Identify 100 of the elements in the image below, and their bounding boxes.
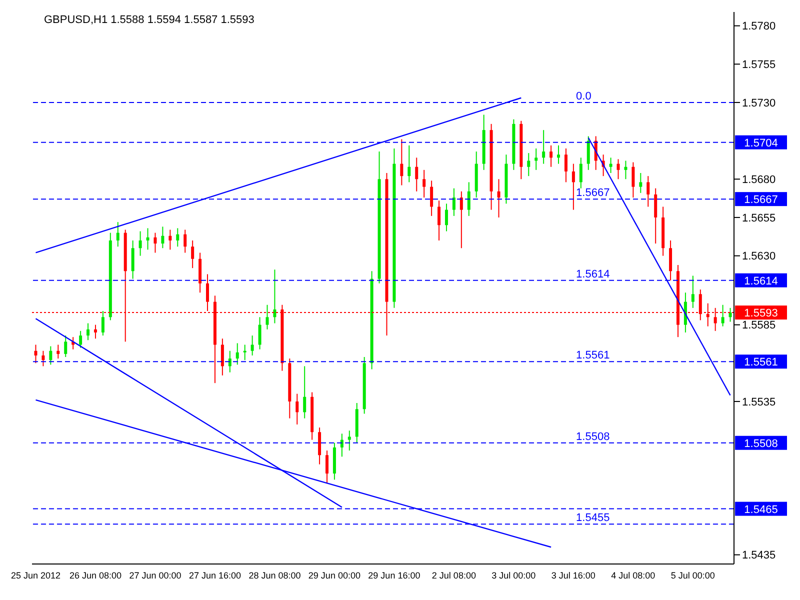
candlestick — [243, 344, 246, 361]
annotation: 1.5455 — [576, 512, 610, 524]
candlestick — [408, 144, 411, 183]
candlestick — [101, 310, 104, 336]
x-tick-label: 2 Jul 08:00 — [432, 570, 476, 580]
candlestick — [273, 269, 276, 324]
candlestick — [721, 304, 724, 327]
candlestick — [632, 162, 635, 198]
candlestick — [624, 160, 628, 180]
ref-line-label: 1.5614 — [744, 275, 778, 288]
candlestick — [79, 330, 82, 348]
x-tick-label: 3 Jul 16:00 — [551, 570, 596, 580]
ref-line-label: 1.5508 — [744, 438, 778, 450]
candlestick — [161, 226, 164, 249]
candlestick — [191, 240, 194, 269]
candlestick — [422, 169, 426, 198]
x-tick-label: 3 Jul 00:00 — [492, 570, 536, 580]
candlestick — [94, 324, 97, 340]
ref-line-label: 1.5561 — [744, 356, 778, 369]
candlestick — [400, 138, 404, 186]
candlestick — [669, 240, 672, 281]
y-tick-label: 1.5730 — [742, 97, 776, 110]
ref-line-label: 1.5465 — [744, 504, 778, 516]
candlestick — [184, 229, 187, 254]
candlestick — [220, 338, 224, 376]
annotation: 0.0 — [576, 90, 592, 102]
x-tick-label: 5 Jul 00:00 — [670, 570, 715, 580]
candlestick — [646, 176, 650, 208]
x-tick-label: 27 Jun 00:00 — [129, 570, 182, 580]
candlestick — [616, 158, 620, 180]
ref-line-label: 1.5704 — [744, 137, 778, 150]
candlestick — [452, 188, 456, 216]
candlestick — [325, 450, 328, 484]
candlestick — [206, 274, 210, 312]
candlestick — [64, 335, 68, 358]
candlestick — [542, 130, 546, 164]
candlestick — [430, 180, 434, 216]
candlestick — [460, 190, 463, 249]
candlestick — [258, 316, 262, 350]
y-tick-label: 1.5585 — [742, 320, 776, 332]
candlestick — [497, 178, 500, 218]
candlestick — [146, 228, 150, 250]
candlestick — [527, 152, 530, 177]
y-tick-label: 1.5630 — [742, 250, 776, 263]
candlestick — [572, 163, 575, 210]
candlestick — [609, 157, 612, 174]
y-tick-label: 1.5535 — [742, 396, 776, 408]
candlestick — [42, 350, 45, 367]
annotation: 1.5508 — [576, 430, 610, 443]
candlestick — [236, 342, 239, 366]
x-tick-label: 28 Jun 08:00 — [248, 570, 301, 580]
candlestick — [168, 229, 172, 250]
candlestick — [266, 304, 269, 330]
x-tick-label: 29 Jun 16:00 — [368, 570, 420, 580]
candlestick — [564, 148, 568, 183]
chart-title: GBPUSD,H1 1.5588 1.5594 1.5587 1.5593 — [44, 14, 254, 26]
candlestick — [318, 427, 322, 465]
ref-line-label: 1.5593 — [744, 308, 778, 320]
x-tick-label: 27 Jun 16:00 — [188, 570, 241, 580]
candlestick — [116, 222, 120, 248]
candlestick — [586, 136, 590, 170]
y-tick-label: 1.5655 — [742, 212, 776, 224]
candlestick — [467, 182, 470, 216]
candlestick — [348, 430, 351, 452]
candlestick — [340, 433, 344, 458]
candlestick — [228, 350, 232, 373]
candlestick — [131, 240, 134, 280]
candlestick — [691, 275, 694, 308]
x-tick-label: 25 Jun 2012 — [10, 570, 61, 580]
candlestick — [176, 228, 180, 248]
candlestick — [579, 157, 582, 189]
candlestick — [415, 157, 418, 192]
candlestick — [250, 335, 254, 356]
candlestick — [86, 322, 90, 341]
x-tick-label: 4 Jul 08:00 — [611, 570, 656, 580]
candlestick — [154, 232, 157, 254]
annotation: 1.5614 — [576, 268, 610, 280]
annotation: 1.5667 — [576, 187, 610, 200]
y-tick-label: 1.5680 — [742, 174, 776, 186]
y-tick-label: 1.5755 — [742, 59, 776, 72]
candlestick — [728, 307, 732, 322]
candlestick — [303, 366, 306, 419]
candlestick — [34, 344, 38, 364]
x-tick-label: 26 Jun 08:00 — [69, 570, 122, 580]
candlestick — [639, 172, 642, 194]
candlestick — [654, 188, 658, 244]
candlestick — [550, 144, 553, 168]
y-tick-label: 1.5435 — [742, 550, 776, 562]
candlestick — [56, 344, 60, 360]
y-tick-label: 1.5780 — [742, 20, 776, 33]
candlestick — [138, 230, 142, 256]
candlestick — [438, 200, 441, 241]
ref-line-label: 1.5667 — [744, 194, 778, 206]
candlestick — [49, 346, 52, 366]
candlestick — [444, 203, 448, 232]
candlestick — [296, 393, 299, 425]
x-tick-label: 29 Jun 00:00 — [308, 570, 360, 580]
annotation: 1.5561 — [576, 350, 610, 362]
candlestick — [534, 148, 538, 170]
candlestick — [557, 144, 560, 164]
